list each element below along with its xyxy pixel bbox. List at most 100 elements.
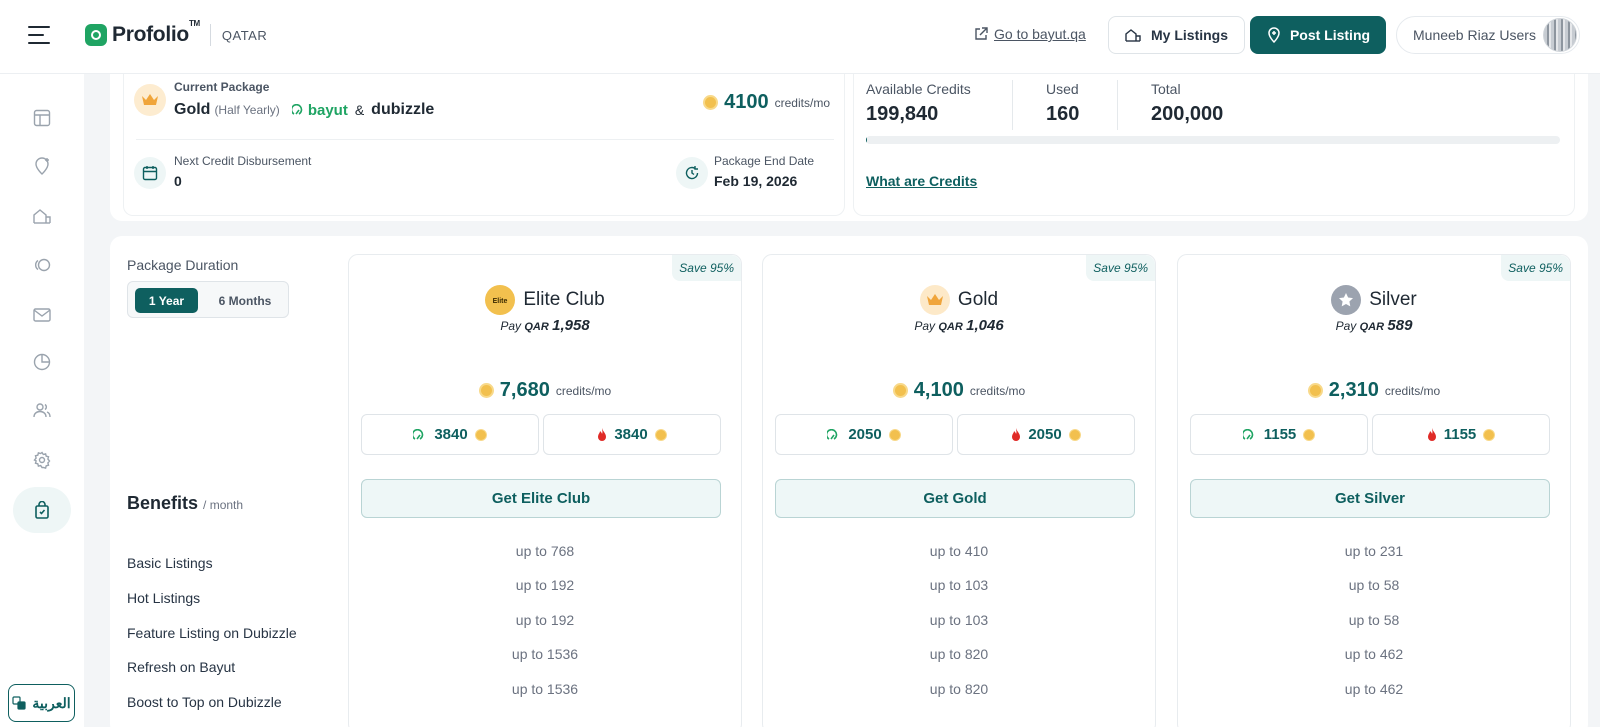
bayut-icon: [413, 428, 424, 440]
country-label: QATAR: [221, 27, 268, 43]
dubizzle-credit-split: 3840: [543, 414, 721, 455]
benefits-title: Benefits / month: [127, 493, 244, 513]
sidebar-item-packages[interactable]: [13, 487, 71, 533]
what-are-credits-link[interactable]: What are Credits: [866, 173, 978, 189]
avatar: [1543, 18, 1577, 52]
duration-toggle: 1 Year 6 Months: [127, 281, 289, 318]
bayut-credit-split: 2050: [775, 414, 953, 455]
location-add-icon: [1268, 27, 1280, 43]
location-add-icon: [35, 157, 49, 175]
sidebar-item-users[interactable]: [26, 394, 58, 426]
credit-coin-icon: [1303, 428, 1316, 441]
benefit-value: up to 768: [515, 543, 575, 559]
plan-card-silver: Save 95% Silver Pay QAR 589 2,310 credit…: [1177, 254, 1571, 727]
current-credits-unit: credits/mo: [774, 95, 830, 110]
benefit-value: up to 103: [929, 577, 989, 593]
dubizzle-credit-split: 1155: [1372, 414, 1550, 455]
user-name: Muneeb Riaz Users: [1413, 27, 1536, 43]
save-badge: Save 95%: [1501, 255, 1570, 281]
bayut-credit-split: 3840: [361, 414, 539, 455]
benefit-value: up to 462: [1344, 646, 1404, 662]
dubizzle-credit-split: 2050: [957, 414, 1135, 455]
sidebar-item-post[interactable]: [26, 150, 58, 182]
current-package-name-row: Gold (Half Yearly) bayut & dubizzle: [174, 101, 434, 119]
credit-coin-icon: [888, 428, 901, 441]
sidebar-item-analytics[interactable]: [26, 346, 58, 378]
language-toggle-button[interactable]: العربية: [8, 684, 75, 722]
save-badge: Save 95%: [672, 255, 741, 281]
benefit-value: up to 192: [515, 577, 575, 593]
dubizzle-flame-icon: [1012, 427, 1021, 441]
gear-icon: [33, 451, 51, 469]
sidebar-item-settings[interactable]: [26, 444, 58, 476]
plan-price: Pay QAR 1,958: [500, 317, 590, 334]
plan-header: Silver: [1178, 285, 1570, 315]
benefit-value: up to 410: [929, 543, 989, 559]
benefit-value: up to 1536: [511, 681, 579, 697]
elite-badge-icon: Elite: [485, 285, 516, 315]
next-disbursement-label: Next Credit Disbursement: [174, 154, 312, 168]
dubizzle-flame-icon: [598, 427, 607, 441]
current-credits: 4100 credits/mo: [703, 91, 830, 114]
credit-coin-icon: [1307, 383, 1323, 398]
benefit-value: up to 58: [1348, 577, 1400, 593]
duration-option-6-months[interactable]: 6 Months: [218, 293, 272, 308]
external-link-icon: [975, 27, 988, 40]
summary-panel: [110, 74, 1588, 221]
shopping-bag-icon: [35, 501, 49, 519]
sidebar-item-messages[interactable]: [26, 299, 58, 331]
benefit-refresh: Refresh on Bayut: [127, 659, 236, 675]
benefit-value: up to 231: [1344, 543, 1404, 559]
package-end-date-value: Feb 19, 2026: [714, 173, 798, 189]
total-credits-value: 200,000: [1151, 103, 1224, 125]
user-menu[interactable]: Muneeb Riaz Users: [1396, 16, 1580, 54]
benefit-value: up to 1536: [511, 646, 579, 662]
next-disbursement-value: 0: [174, 173, 182, 189]
sidebar: العربية: [0, 74, 84, 727]
credit-coin-icon: [1068, 428, 1081, 441]
dubizzle-logo: dubizzle: [371, 101, 435, 118]
dubizzle-flame-icon: [1427, 427, 1436, 441]
plan-header: Elite Elite Club: [349, 285, 741, 315]
post-listing-button[interactable]: Post Listing: [1250, 16, 1386, 54]
menu-icon[interactable]: [28, 26, 52, 46]
available-credits-label: Available Credits: [866, 81, 971, 97]
plan-credits: 4,100 credits/mo: [763, 379, 1155, 402]
language-label: العربية: [32, 694, 71, 711]
package-duration-label: Package Duration: [127, 257, 239, 273]
sidebar-item-dashboard[interactable]: [26, 102, 58, 134]
ampersand: &: [354, 102, 365, 118]
benefit-value: up to 462: [1344, 681, 1404, 697]
plan-credits: 2,310 credits/mo: [1178, 379, 1570, 402]
analytics-icon: [33, 353, 51, 371]
get-gold-button[interactable]: Get Gold: [775, 479, 1135, 518]
plan-price: Pay QAR 1,046: [914, 317, 1004, 334]
listings-icon: [33, 209, 51, 224]
svg-text:Elite: Elite: [493, 298, 508, 305]
package-end-date-label: Package End Date: [714, 154, 815, 168]
users-icon: [33, 403, 51, 418]
plan-card-elite-club: Save 95% Elite Elite Club Pay QAR 1,958 …: [348, 254, 742, 727]
benefit-basic-listings: Basic Listings: [127, 555, 213, 571]
my-listings-button[interactable]: My Listings: [1108, 16, 1246, 54]
sidebar-item-leads[interactable]: [26, 249, 58, 281]
brand-logo[interactable]: ProfolioTM QATAR: [85, 19, 268, 47]
plan-name: Elite Club: [523, 289, 605, 310]
go-to-bayut-link[interactable]: Go to bayut.qa: [974, 26, 1086, 42]
benefit-feature-listing: Feature Listing on Dubizzle: [127, 625, 297, 641]
total-credits-label: Total: [1151, 81, 1181, 97]
sidebar-item-listings[interactable]: [26, 200, 58, 232]
available-credits-value: 199,840: [866, 103, 939, 125]
duration-option-1-year[interactable]: 1 Year: [135, 288, 198, 313]
benefit-value: up to 820: [929, 646, 989, 662]
credit-coin-icon: [654, 428, 667, 441]
used-credits-label: Used: [1046, 81, 1079, 97]
plan-card-gold: Save 95% Gold Pay QAR 1,046 4,100 credit…: [762, 254, 1156, 727]
current-package-name: Gold: [174, 101, 211, 118]
get-silver-button[interactable]: Get Silver: [1190, 479, 1550, 518]
divider: [136, 139, 834, 140]
top-header: ProfolioTM QATAR Go to bayut.qa My Listi…: [0, 0, 1600, 74]
used-credits-value: 160: [1046, 103, 1080, 125]
get-elite-club-button[interactable]: Get Elite Club: [361, 479, 721, 518]
plan-header: Gold: [763, 285, 1155, 315]
